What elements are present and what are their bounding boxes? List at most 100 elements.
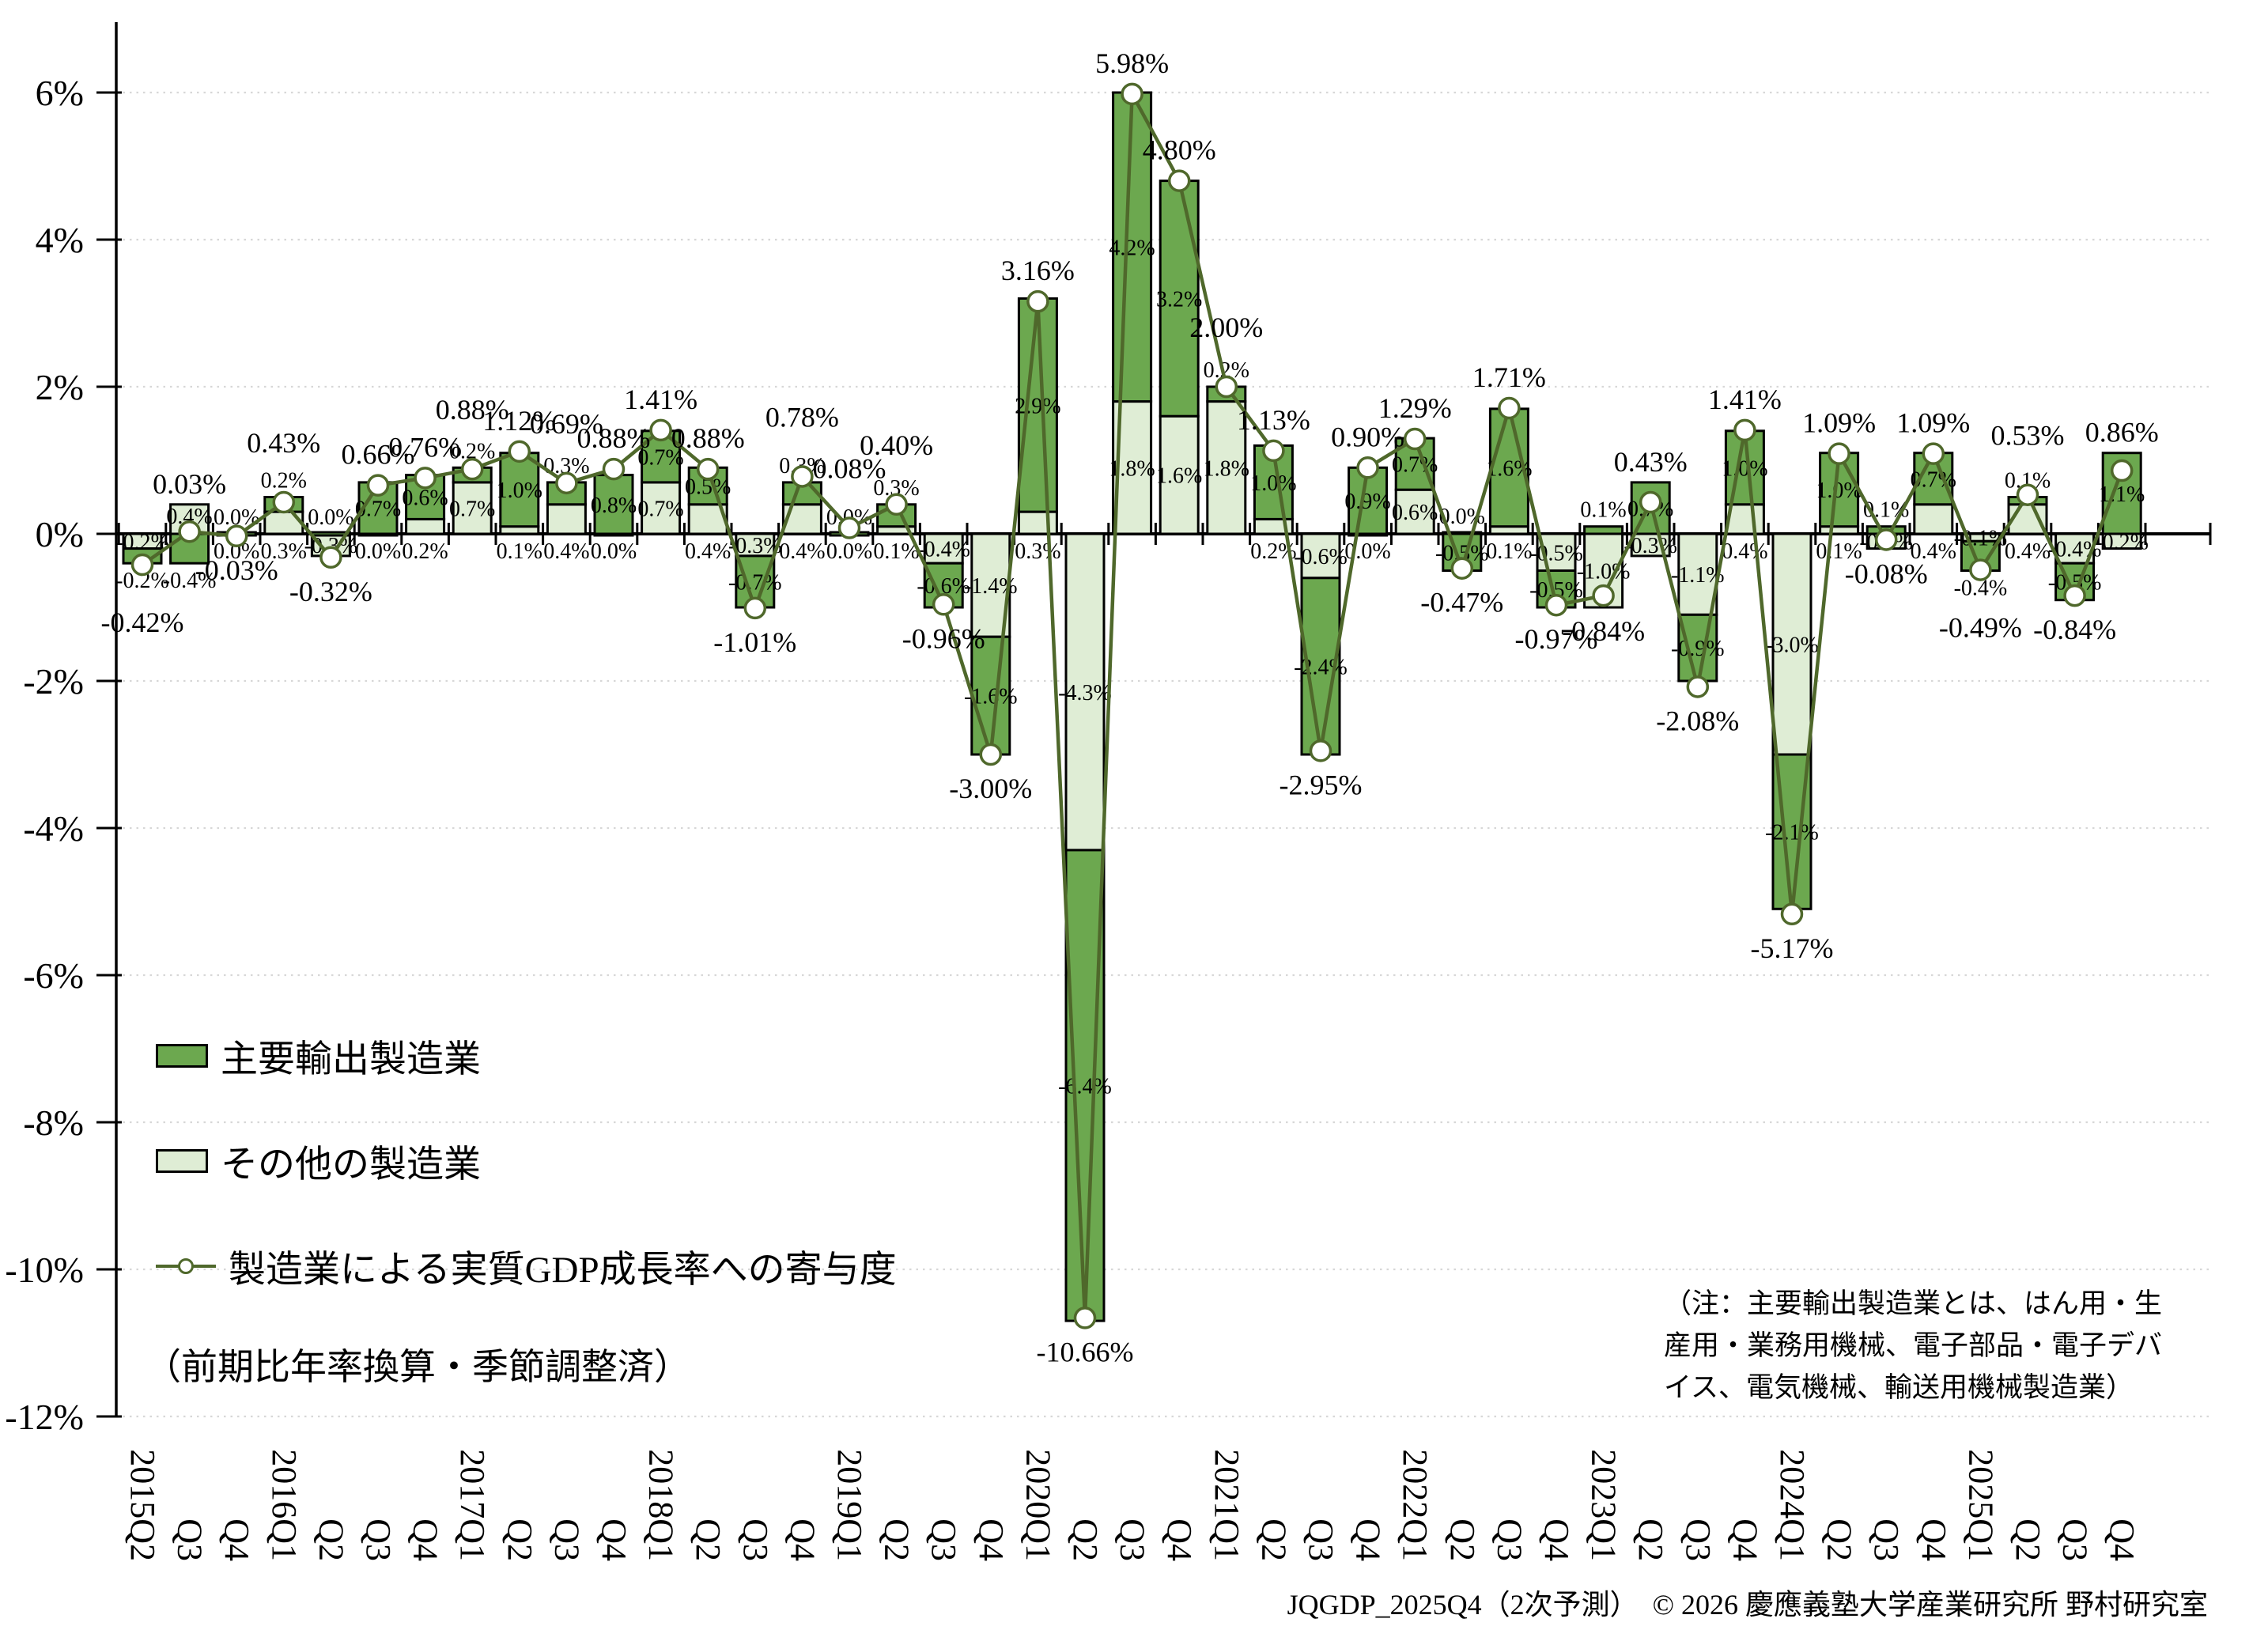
- bar-segment-other: [923, 532, 964, 565]
- line-marker: [696, 457, 720, 481]
- line-marker: [414, 467, 437, 490]
- segment-label-other: 0.4%: [2005, 539, 2051, 564]
- total-label: -0.84%: [1562, 615, 1645, 647]
- segment-label-other: 0.0%: [355, 539, 401, 564]
- segment-label-main-export: 1.0%: [497, 478, 542, 503]
- line-marker: [1309, 739, 1332, 762]
- line-marker: [602, 457, 626, 481]
- x-tick-label: Q3: [1490, 1518, 1529, 1561]
- category-ticks: [117, 523, 2212, 545]
- line-marker: [225, 524, 248, 548]
- line-marker: [460, 457, 484, 481]
- x-tick-label: Q4: [1537, 1518, 1576, 1561]
- total-label: -0.32%: [289, 576, 372, 607]
- segment-label-main-export: -6.4%: [1058, 1075, 1112, 1099]
- total-label: 1.12%: [482, 405, 556, 437]
- bar-segment-main-export: [1583, 525, 1624, 535]
- x-tick-label: 2023Q1: [1585, 1449, 1624, 1561]
- total-label: 3.16%: [1001, 255, 1075, 286]
- segment-label-other: -0.2%: [2095, 530, 2149, 554]
- total-label: -3.00%: [949, 773, 1032, 804]
- segment-label-other: 0.4%: [543, 539, 589, 564]
- line-marker: [743, 596, 767, 620]
- total-label: -0.42%: [101, 607, 184, 638]
- total-label: 0.66%: [342, 439, 415, 471]
- x-tick-label: Q4: [2103, 1518, 2141, 1561]
- bar-segment-other: [1913, 503, 1954, 535]
- x-tick-label: Q4: [972, 1518, 1011, 1561]
- total-label: -10.66%: [1037, 1336, 1134, 1367]
- segment-label-main-export: -2.4%: [1294, 655, 1348, 679]
- x-tick-label: Q3: [547, 1518, 586, 1561]
- segment-label-main-export: 0.1%: [1580, 498, 1626, 523]
- y-tick-label: -4%: [23, 808, 84, 849]
- bar-segment-other: [546, 503, 587, 535]
- bar-segment-other: [405, 517, 446, 535]
- y-tick-label: -12%: [5, 1397, 84, 1437]
- legend-item-gdp-contribution-line: 製造業による実質GDP成長率への寄与度: [156, 1239, 897, 1293]
- segment-label-main-export: 0.7%: [1392, 453, 1438, 478]
- segment-label-other: 0.4%: [779, 539, 825, 564]
- segment-label-other: 0.6%: [1392, 501, 1438, 525]
- segment-label-other: -1.0%: [1577, 560, 1631, 584]
- segment-label-main-export: -0.7%: [728, 570, 782, 595]
- segment-label-main-export: 0.8%: [591, 494, 637, 518]
- total-label: 0.40%: [860, 429, 933, 461]
- segment-label-other: -4.3%: [1058, 681, 1112, 705]
- total-label: 0.88%: [671, 422, 745, 454]
- x-tick-label: Q3: [171, 1518, 210, 1561]
- bar-segment-other: [1159, 414, 1200, 535]
- x-tick-label: Q3: [1867, 1518, 1906, 1561]
- segment-label-main-export: 2.9%: [1015, 394, 1060, 418]
- total-label: -0.84%: [2033, 614, 2116, 645]
- x-tick-label: Q3: [1113, 1518, 1152, 1561]
- y-tick-label: -6%: [23, 955, 84, 996]
- x-tick-label: Q3: [359, 1518, 398, 1561]
- line-marker: [837, 516, 861, 539]
- segment-label-other: -0.5%: [1529, 541, 1583, 565]
- line-marker: [508, 440, 531, 463]
- line-marker: [1686, 675, 1710, 698]
- line-marker: [791, 465, 814, 488]
- segment-label-main-export: 0.6%: [402, 486, 448, 511]
- legend-label-main-export-mfg: 主要輸出製造業: [221, 1039, 481, 1080]
- total-label: 0.90%: [1331, 421, 1404, 452]
- line-marker: [1922, 442, 1945, 465]
- bar-segment-other: [735, 532, 776, 558]
- total-label: -0.49%: [1939, 612, 2022, 644]
- definition-note-line-3: イス、電気機械、輸送用機械製造業）: [1664, 1372, 2134, 1403]
- segment-label-main-export: 1.1%: [2099, 482, 2145, 507]
- total-label: -2.95%: [1280, 769, 1363, 800]
- segment-label-other: 0.1%: [1816, 539, 1862, 564]
- total-label: 0.43%: [247, 427, 320, 459]
- total-label: 0.43%: [1614, 446, 1688, 478]
- bar-segment-other: [452, 481, 493, 535]
- segment-label-main-export: 0.2%: [261, 469, 307, 494]
- bar-segment-main-export: [1112, 91, 1153, 403]
- line-marker: [2016, 483, 2039, 506]
- line-marker: [1828, 442, 1850, 465]
- bar-segment-other: [1771, 532, 1813, 756]
- x-tick-label: Q2: [1066, 1518, 1105, 1561]
- x-tick-label: 2017Q1: [453, 1449, 492, 1561]
- line-marker: [319, 546, 342, 569]
- segment-label-other: 0.3%: [261, 539, 307, 564]
- total-label: 0.76%: [388, 431, 462, 463]
- segment-label-other: 0.0%: [591, 539, 637, 564]
- line-marker: [1544, 593, 1568, 617]
- x-tick-label: Q4: [1160, 1518, 1199, 1561]
- line-marker: [1780, 902, 1804, 926]
- bar-segment-main-export: [593, 474, 634, 535]
- definition-note-line-1: （注：主要輸出製造業とは、はん用・生: [1664, 1288, 2163, 1319]
- x-tick-label: 2015Q2: [123, 1449, 162, 1561]
- total-label: 1.71%: [1472, 361, 1546, 393]
- x-axis-labels: 2015Q2 Q3 Q4 2016Q1 Q2 Q3 Q4 2017Q1 Q2 Q3 Q4 2018Q1…: [123, 1449, 2141, 1561]
- total-label: 4.80%: [1143, 134, 1216, 166]
- total-label: -5.17%: [1751, 932, 1834, 964]
- segment-labels: -0.2%-0.2%0.4%-0.4%0.0%0.0%0.3%0.2%-0.3%…: [115, 236, 2149, 1099]
- line-marker: [1969, 558, 1992, 581]
- x-tick-label: 2025Q1: [1961, 1449, 2000, 1561]
- x-tick-label: Q2: [2009, 1518, 2047, 1561]
- total-label: 2.00%: [1189, 312, 1263, 343]
- x-tick-label: 2020Q1: [1019, 1449, 1057, 1561]
